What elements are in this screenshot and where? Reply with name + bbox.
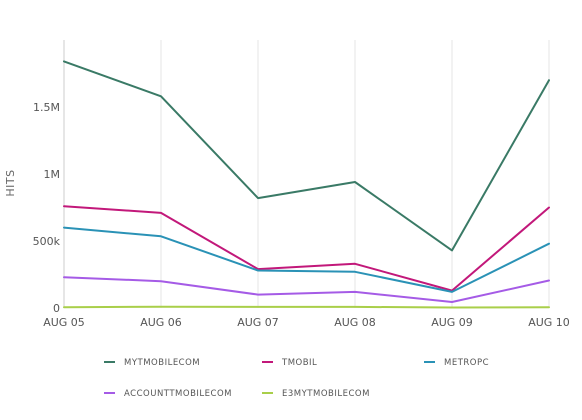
y-axis-title: HITS bbox=[4, 169, 17, 196]
x-tick-label: AUG 05 bbox=[43, 316, 85, 329]
series-line-tmobil bbox=[63, 205, 550, 292]
legend-label-e3mytmobilecom: E3MYTMOBILECOM bbox=[282, 389, 370, 399]
x-tick-label: AUG 07 bbox=[237, 316, 279, 329]
axis-layer: 0 500k 1M 1.5M AUG 05 AUG 06 AUG 07 AUG 08 AUG 0… bbox=[33, 101, 570, 329]
legend-layer: MYTMOBILECOM TMOBIL METROPC ACCOUNTTMOBILEC… bbox=[104, 358, 489, 399]
y-tick-label: 1.5M bbox=[33, 101, 60, 114]
series-line-e3mytmobilecom bbox=[63, 305, 550, 309]
series-layer bbox=[63, 60, 550, 309]
y-tick-label: 1M bbox=[44, 168, 61, 181]
x-tick-label: AUG 08 bbox=[334, 316, 376, 329]
series-line-accounttmobilecom bbox=[63, 276, 550, 303]
grid-layer bbox=[63, 40, 550, 308]
series-line-mytmobilecom bbox=[63, 60, 550, 252]
y-tick-label: 500k bbox=[33, 235, 61, 248]
legend-label-metropc: METROPC bbox=[444, 358, 489, 368]
series-line-metropc bbox=[63, 226, 550, 293]
y-tick-label: 0 bbox=[53, 302, 60, 315]
legend-label-accounttmobilecom: ACCOUNTTMOBILECOM bbox=[124, 389, 232, 399]
x-tick-label: AUG 10 bbox=[528, 316, 570, 329]
legend-label-tmobil: TMOBIL bbox=[281, 358, 317, 368]
x-tick-label: AUG 06 bbox=[140, 316, 182, 329]
legend-label-mytmobilecom: MYTMOBILECOM bbox=[124, 358, 200, 368]
x-tick-label: AUG 09 bbox=[431, 316, 473, 329]
